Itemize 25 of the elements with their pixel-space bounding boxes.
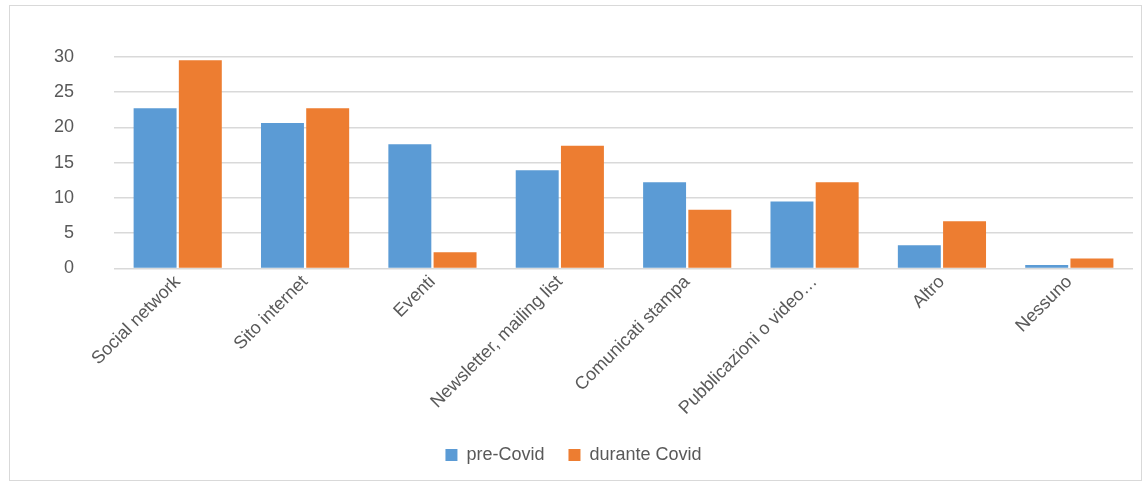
legend-label: pre-Covid xyxy=(466,443,545,464)
bar xyxy=(133,108,177,268)
bar xyxy=(688,209,732,268)
y-tick-label: 20 xyxy=(53,116,75,137)
bar xyxy=(943,221,987,268)
bar xyxy=(897,245,941,268)
bar xyxy=(643,182,687,268)
bar xyxy=(515,170,559,268)
bar xyxy=(388,144,432,268)
y-tick-label: 0 xyxy=(64,257,75,278)
bar xyxy=(1070,258,1114,268)
bar xyxy=(306,108,350,268)
bar xyxy=(1025,264,1069,268)
y-tick-label: 10 xyxy=(53,186,75,207)
bar xyxy=(815,182,859,268)
y-tick-label: 25 xyxy=(53,81,75,102)
bar xyxy=(560,145,604,268)
bar xyxy=(433,252,477,268)
bar xyxy=(260,123,304,268)
y-tick-label: 5 xyxy=(64,222,75,243)
bar xyxy=(178,60,222,268)
legend-label: durante Covid xyxy=(589,443,702,464)
y-tick-label: 15 xyxy=(53,151,75,172)
bar xyxy=(770,201,814,268)
y-tick-label: 30 xyxy=(53,45,75,66)
